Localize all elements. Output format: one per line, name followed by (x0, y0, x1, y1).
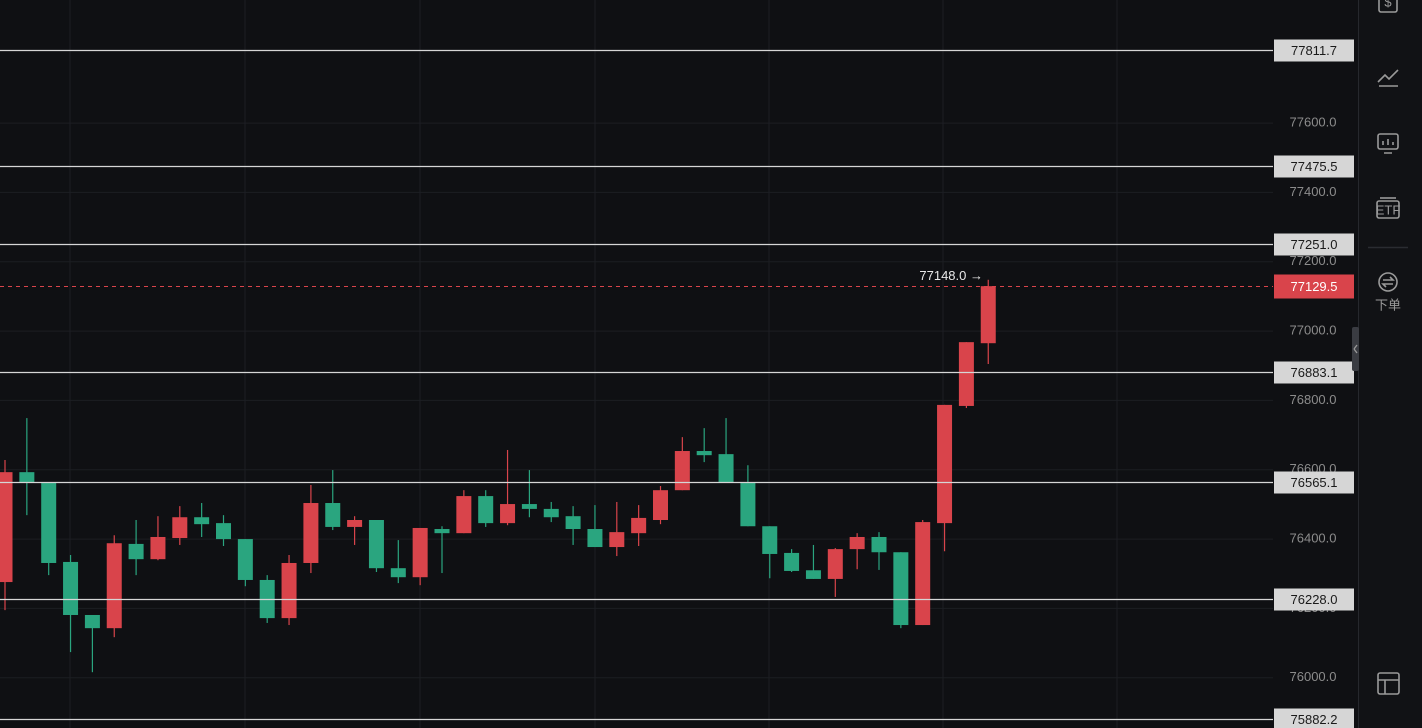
price-line-tag (1274, 588, 1354, 611)
price-line-label: 76883.1 (1291, 365, 1338, 380)
icon-layout[interactable] (1377, 672, 1400, 695)
tick-layer: 76000.076200.076400.076600.076800.077000… (1290, 115, 1337, 685)
price-line-label: 77811.7 (1291, 43, 1337, 58)
candle-body (543, 508, 559, 518)
candle-body (194, 517, 210, 525)
candle-body (805, 570, 821, 579)
price-line-tag (1274, 233, 1354, 256)
candle-body (565, 516, 581, 530)
candle-body (325, 503, 341, 527)
price-line-tag (1274, 471, 1354, 494)
y-tick-label: 76800.0 (1290, 392, 1337, 407)
candle-body (500, 504, 516, 524)
panel-toggle-arrow (1353, 344, 1358, 354)
price-line-tag (1274, 155, 1354, 178)
icon-monitor[interactable] (1377, 133, 1399, 154)
price-line-label: 76565.1 (1291, 475, 1338, 490)
candle-body (784, 552, 800, 571)
icon-etf[interactable]: ETF (1376, 197, 1401, 219)
y-tick-label: 77400.0 (1290, 184, 1337, 199)
candle-body (106, 543, 122, 629)
candle-body (434, 529, 450, 534)
y-tick-label: 77600.0 (1290, 115, 1337, 130)
price-line-label: 75882.2 (1291, 712, 1338, 727)
panel-toggle[interactable] (1352, 327, 1359, 371)
candle-body (937, 404, 953, 524)
y-tick-label: 76400.0 (1290, 531, 1337, 546)
candle-body (19, 472, 35, 483)
level-layer: 77811.7 77475.5 77251.0 76883.1 76565.1 76228… (0, 39, 1354, 728)
price-line-tag (1274, 708, 1354, 728)
candle-body (696, 451, 712, 456)
candle-body (609, 532, 625, 548)
sidebar (1358, 0, 1422, 728)
candle-body (740, 482, 756, 527)
candle-body (128, 543, 144, 560)
sidebar-icons: $ ETF (1368, 0, 1408, 695)
candle-body (390, 568, 406, 578)
candle-body (762, 526, 778, 554)
candle-body (893, 552, 909, 626)
candle-body (41, 482, 57, 563)
candle-body (849, 536, 865, 550)
candle-body (347, 520, 363, 527)
price-line-label: 77251.0 (1291, 237, 1338, 252)
candle-body (412, 527, 428, 578)
candle-layer (0, 279, 996, 673)
candle-body (653, 490, 668, 520)
candle-body (980, 286, 996, 344)
candle-body (915, 522, 931, 626)
candle-body (281, 562, 297, 619)
svg-text:ETF: ETF (1376, 202, 1401, 217)
order-label[interactable]: 下单 (1375, 299, 1401, 314)
candle-body (216, 523, 231, 540)
candle-body (871, 536, 887, 553)
y-tick-label: 76000.0 (1290, 669, 1337, 684)
y-tick-label: 77200.0 (1290, 253, 1337, 268)
high-marker: 77148.0 → (919, 268, 983, 283)
candle-body (84, 614, 100, 629)
candle-body (150, 536, 166, 560)
candle-body (521, 504, 537, 509)
candle-body (674, 451, 690, 491)
y-tick-label: 77000.0 (1290, 323, 1337, 338)
candle-body (478, 496, 494, 524)
price-line-tag (1274, 361, 1354, 384)
candle-body (718, 454, 734, 483)
chart-background (0, 0, 1358, 728)
grid-layer (0, 122, 1273, 679)
svg-text:$: $ (1384, 0, 1392, 9)
candle-body (631, 517, 647, 534)
candle-body (0, 472, 13, 583)
price-line-label: 77475.5 (1291, 159, 1338, 174)
candle-body (237, 539, 253, 580)
candle-body (456, 496, 472, 534)
candle-body (827, 549, 843, 579)
price-line-tag (1274, 39, 1354, 62)
candle-body (958, 342, 974, 406)
candle-body (303, 503, 319, 563)
last-price-label: 77129.5 (1291, 279, 1338, 294)
icon-trend[interactable] (1377, 69, 1399, 87)
candle-body (172, 517, 188, 539)
time-grid (69, 0, 1118, 728)
price-line-label: 76228.0 (1291, 592, 1338, 607)
candle-body (368, 520, 384, 569)
last-price-tag (1274, 274, 1354, 299)
candle-body (587, 529, 603, 548)
candle-body (63, 561, 79, 615)
icon-asset[interactable]: $ (1378, 0, 1398, 13)
icon-order[interactable] (1378, 272, 1398, 292)
